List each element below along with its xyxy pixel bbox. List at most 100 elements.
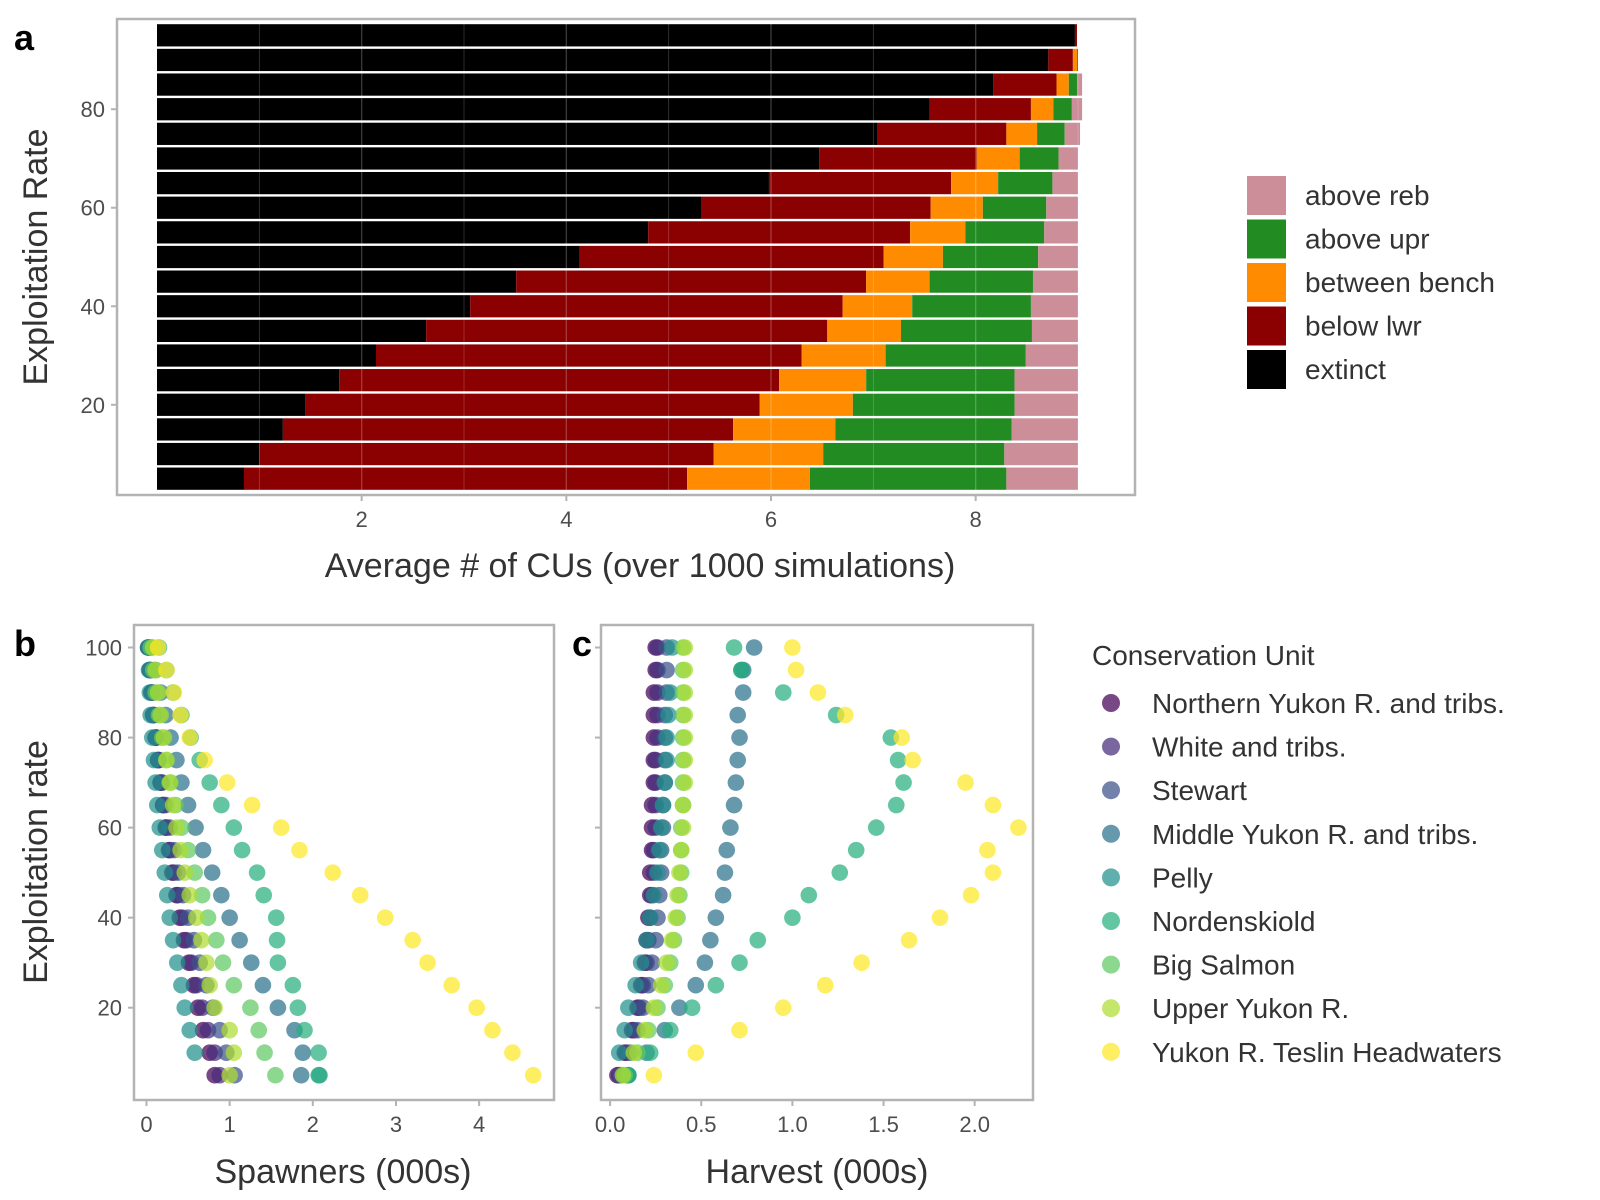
panel-c-point-pelly [652,819,670,836]
panel-c-point-upper-yukon-r [652,976,670,994]
conservation-unit-legend-items: Northern Yukon R. and tribs. White and tr… [1102,688,1505,1068]
panel-b-point-big-salmon [208,931,225,949]
bar-below-lwr-er-20 [305,393,760,416]
panel-c-point-yukon-r-teslin-headwaters [984,864,1002,881]
panel-b-point-yukon-r-teslin-headwaters [149,639,167,656]
panel-a-x-tick-label: 6 [765,507,777,532]
panel-c-point-upper-yukon-r [669,886,686,904]
panel-b-point-nordenskiold [310,1044,327,1062]
panel-c-point-nordenskiold [749,931,767,949]
panel-c-x-tick-label: 2.0 [959,1112,990,1137]
panel-b-point-nordenskiold [255,886,273,904]
bar-between-bench-er-90 [1072,48,1077,72]
panel-b-points [139,639,542,1084]
panel-c-point-upper-yukon-r [676,661,694,679]
panel-c-point-yukon-r-teslin-headwaters [904,751,921,769]
panel-c-point-pelly [641,909,659,926]
bar-above-reb-er-40 [1030,295,1078,318]
panel-c-x-tick-label: 1.5 [868,1112,899,1137]
panel-b-point-upper-yukon-r [176,864,194,881]
panel-b-y-ticks: 20 40 60 80 100 [85,636,134,1021]
bar-between-bench-er-35 [827,319,901,343]
panel-b-point-pelly [173,976,190,994]
panel-b-frame [132,623,556,1102]
panel-b-point-nordenskiold [289,999,307,1017]
panel-b-point-pelly [148,796,166,814]
bar-above-upr-er-70 [1019,147,1059,170]
legend-swatch-extinct [1247,350,1286,389]
cu-legend-marker-nordenskiold [1102,912,1120,930]
panel-c-point-middle-yukon-r-and-tribs [727,774,745,791]
legend-swatch-between-bench [1247,263,1286,302]
panel-c-point-nordenskiold [800,886,818,904]
panel-c-point-pelly [661,684,679,701]
panel-b-point-upper-yukon-r [221,1066,238,1084]
panel-c-point-yukon-r-teslin-headwaters [984,796,1002,814]
bar-between-bench-er-20 [759,393,853,416]
bar-extinct-er-80 [157,98,930,121]
panel-b-y-tick-label: 40 [98,906,122,931]
panel-c-point-pelly [610,1044,628,1062]
panel-c-point-middle-yukon-r-and-tribs [696,954,714,971]
bar-extinct-er-50 [157,245,580,269]
panel-b-point-yukon-r-teslin-headwaters [272,819,290,836]
panel-c-point-yukon-r-teslin-headwaters [979,841,996,859]
panel-b-point-pelly [186,1044,204,1062]
bar-below-lwr-er-30 [375,344,802,367]
panel-c-point-upper-yukon-r [614,1066,632,1084]
panel-c-point-middle-yukon-r-and-tribs [729,706,747,724]
bar-between-bench-er-30 [801,344,886,367]
cu-legend-label-northern-yukon-r-and-tribs: Northern Yukon R. and tribs. [1152,688,1505,719]
panel-tag-a: a [14,17,35,58]
legend-label-extinct: extinct [1305,354,1386,385]
panel-c-point-nordenskiold [847,841,865,859]
panel-b-point-upper-yukon-r [188,909,205,926]
panel-c-point-yukon-r-teslin-headwaters [1010,819,1027,836]
panel-b-point-yukon-r-teslin-headwaters [443,976,461,994]
panel-c-point-stewart [640,976,657,994]
legend-label-above-upr: above upr [1305,224,1430,255]
panel-b-point-upper-yukon-r [149,684,167,701]
panel-a-bars [157,24,1083,490]
bar-below-lwr-er-50 [579,245,884,269]
bar-below-lwr-er-95 [1074,24,1077,47]
bar-above-upr-er-80 [1053,98,1072,121]
panel-c-point-upper-yukon-r [645,999,663,1017]
bar-above-reb-er-25 [1014,369,1078,392]
bar-extinct-er-90 [157,48,1049,72]
bar-above-reb-er-15 [1011,418,1078,441]
panel-b-point-upper-yukon-r [155,729,173,746]
panel-c-point-yukon-r-teslin-headwaters [900,931,918,949]
panel-b-point-yukon-r-teslin-headwaters [243,796,261,814]
panel-b-point-yukon-r-teslin-headwaters [165,684,183,701]
conservation-unit-legend: Conservation Unit Northern Yukon R. and … [1092,640,1505,1068]
panel-b-point-upper-yukon-r [225,1044,243,1062]
bar-extinct-er-55 [157,221,649,244]
cu-legend-label-yukon-r-teslin-headwaters: Yukon R. Teslin Headwaters [1152,1037,1502,1068]
panel-c-point-yukon-r-teslin-headwaters [784,639,801,656]
panel-b-point-nordenskiold [267,909,285,926]
panel-b-point-yukon-r-teslin-headwaters [404,931,421,949]
panel-b-point-upper-yukon-r [181,886,199,904]
panel-b-point-upper-yukon-r [221,1021,238,1039]
panel-c-frame [599,623,1035,1102]
panel-c-point-middle-yukon-r-and-tribs [729,751,747,769]
panel-c-point-middle-yukon-r-and-tribs [731,729,748,746]
bar-above-upr-er-55 [965,221,1045,244]
panel-b-point-nordenskiold [268,931,286,949]
panel-c-point-yukon-r-teslin-headwaters [645,1066,663,1084]
panel-b-point-big-salmon [214,954,232,971]
panel-b-point-nordenskiold [310,1066,327,1084]
panel-c-point-yukon-r-teslin-headwaters [931,909,949,926]
bar-between-bench-er-75 [1006,122,1038,145]
cu-legend-label-big-salmon: Big Salmon [1152,950,1295,981]
panel-c-point-nordenskiold [661,1021,679,1039]
panel-c-point-pelly [627,976,644,994]
bar-above-reb-er-10 [1004,442,1078,466]
panel-b-point-big-salmon [199,909,217,926]
panel-c-point-pelly [651,841,668,859]
stack-legend: above reb above upr between bench below lwr… [1247,176,1495,389]
panel-b-x-tick-label: 0 [140,1112,152,1137]
panel-b-point-yukon-r-teslin-headwaters [291,841,308,859]
bar-above-reb-er-60 [1046,196,1078,219]
